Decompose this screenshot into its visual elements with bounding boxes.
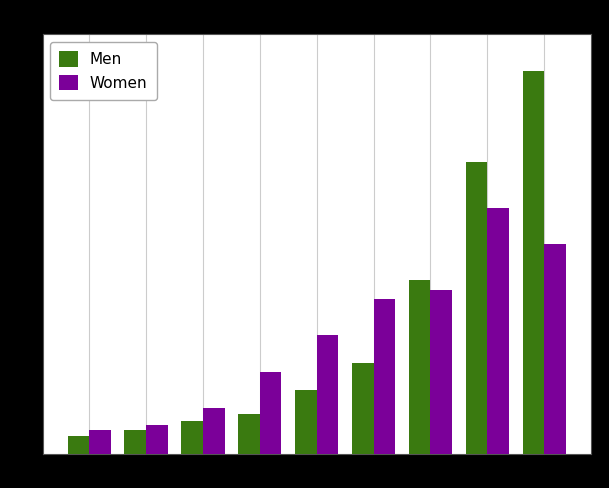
Bar [295,390,317,454]
Bar [544,244,566,454]
Bar [466,162,487,454]
Bar [203,408,225,454]
Bar [487,207,509,454]
Bar [373,299,395,454]
Bar [146,425,167,454]
Bar [352,363,373,454]
Bar [68,436,89,454]
Bar [260,372,281,454]
Bar [181,421,203,454]
Bar [523,71,544,454]
Bar [431,289,452,454]
Bar [89,430,111,454]
Bar [317,335,338,454]
Bar [409,281,431,454]
Legend: Men, Women: Men, Women [51,42,157,100]
Bar [238,414,260,454]
Bar [124,430,146,454]
